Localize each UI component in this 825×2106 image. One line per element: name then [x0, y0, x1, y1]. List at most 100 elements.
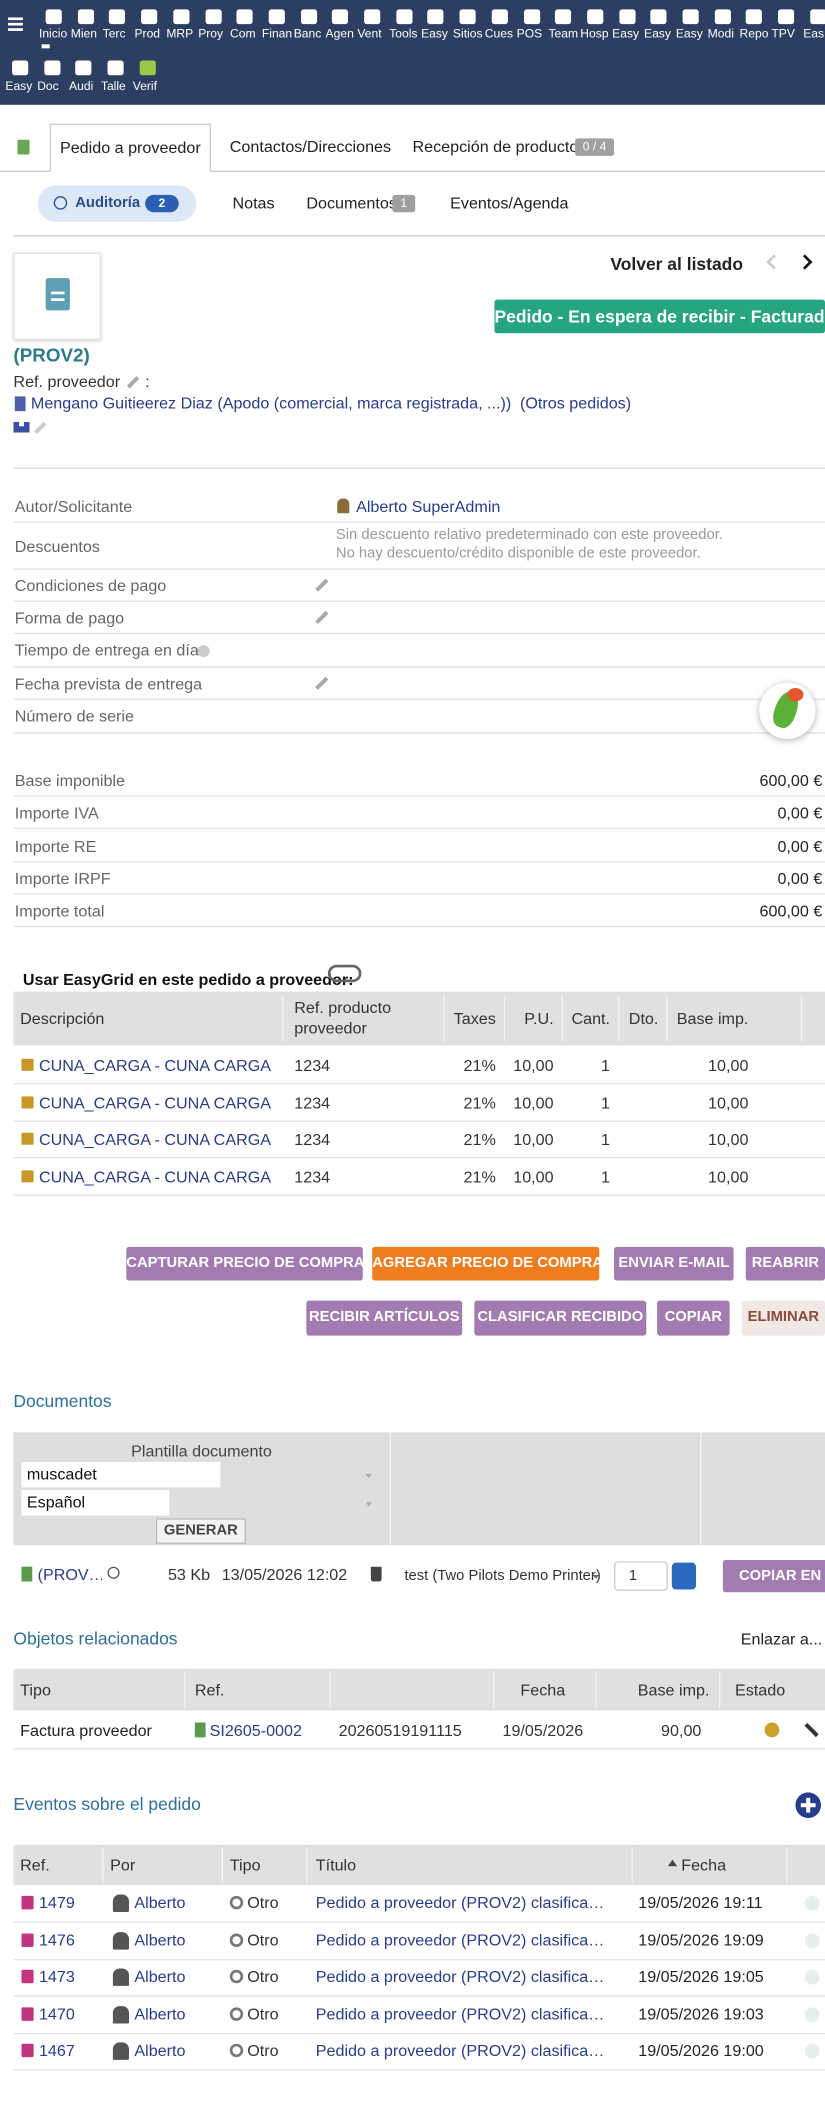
back-link[interactable]: Volver al listado — [610, 253, 744, 275]
menu-item[interactable]: Easy — [5, 79, 33, 93]
event-by[interactable]: Alberto — [134, 1967, 186, 1986]
col-header: Ref. — [194, 1680, 225, 1700]
file-name[interactable]: (PROV… — [37, 1565, 103, 1585]
tab[interactable]: Pedido a proveedor — [49, 123, 211, 172]
menu-item[interactable]: Talle — [100, 79, 126, 93]
menu-item[interactable]: Modi — [707, 26, 734, 41]
event-by[interactable]: Alberto — [134, 1893, 186, 1913]
language-select[interactable]: Español — [21, 1490, 170, 1516]
event-ref[interactable]: 1470 — [38, 2004, 75, 2023]
menu-item[interactable]: Vent — [357, 26, 382, 41]
menu-item[interactable]: Audi — [69, 79, 94, 93]
action-button[interactable]: REABRIR — [745, 1246, 825, 1281]
line-desc[interactable]: CUNA_CARGA - CUNA CARGA — [38, 1166, 272, 1186]
preview-icon[interactable] — [107, 1566, 120, 1579]
menu-item[interactable]: Com — [230, 26, 256, 41]
total-value: 0,00 € — [777, 803, 823, 823]
copies-input[interactable]: 1 — [614, 1561, 668, 1591]
total-value: 600,00 € — [759, 901, 823, 921]
notes-tab[interactable]: Notas — [232, 193, 275, 213]
event-ref[interactable]: 1479 — [38, 1893, 75, 1913]
menu-item[interactable]: Banc — [293, 26, 322, 41]
menu-item[interactable]: Easy — [644, 26, 671, 41]
event-by[interactable]: Alberto — [134, 1930, 186, 1949]
documents-tab[interactable]: Documentos — [306, 193, 397, 213]
menu-item[interactable]: Easy — [675, 26, 703, 41]
menu-item[interactable]: Tools — [389, 26, 418, 41]
menu-item[interactable]: Sitios — [452, 26, 483, 41]
menu-item[interactable]: Repo — [739, 26, 769, 41]
menu-item[interactable]: Agen — [325, 26, 354, 41]
menu-item[interactable]: MRP — [166, 26, 194, 41]
event-ref[interactable]: 1473 — [38, 1967, 75, 1986]
template-select[interactable]: muscadet — [21, 1461, 221, 1488]
menu-item[interactable]: POS — [516, 26, 543, 41]
copy-button[interactable]: COPIAR EN — [722, 1559, 825, 1593]
easygrid-toggle[interactable] — [327, 964, 362, 983]
calendar-icon — [21, 1932, 34, 1947]
menu-item[interactable]: Doc — [37, 79, 59, 93]
action-button[interactable]: ELIMINAR — [741, 1300, 825, 1336]
menu-item[interactable]: TPV — [771, 26, 795, 41]
row-line — [13, 795, 825, 797]
generate-button[interactable]: GENERAR — [155, 1518, 246, 1544]
event-title[interactable]: Pedido a proveedor (PROV2) clasifica… — [315, 2041, 605, 2060]
menu-item[interactable]: Team — [548, 26, 579, 41]
action-button[interactable]: CAPTURAR PRECIO DE COMPRA — [126, 1246, 364, 1281]
col-divider — [184, 1671, 186, 1708]
event-by[interactable]: Alberto — [134, 2004, 186, 2023]
tab[interactable]: Contactos/Direcciones — [229, 137, 392, 156]
event-title[interactable]: Pedido a proveedor (PROV2) clasifica… — [315, 1967, 605, 1986]
status-badge: Pedido - En espera de recibir - Facturad… — [494, 299, 825, 334]
action-button[interactable]: CLASIFICAR RECIBIDO — [474, 1300, 647, 1336]
action-button[interactable]: RECIBIR ARTÍCULOS — [306, 1300, 463, 1336]
action-button[interactable]: ENVIAR E-MAIL — [614, 1246, 734, 1281]
col-header: Taxes — [453, 1009, 496, 1028]
gear-icon — [229, 1969, 244, 1984]
next-arrow[interactable] — [797, 254, 813, 270]
related-type: Factura proveedor — [20, 1721, 152, 1741]
section-title: Eventos sobre el pedido — [13, 1793, 201, 1814]
print-button[interactable] — [671, 1562, 697, 1590]
event-by[interactable]: Alberto — [134, 2041, 186, 2060]
menu-item[interactable]: Terc — [102, 26, 126, 41]
line-desc[interactable]: CUNA_CARGA - CUNA CARGA — [38, 1130, 272, 1149]
action-button[interactable]: COPIAR — [657, 1300, 730, 1336]
menu-item-icon — [650, 9, 667, 25]
field-label: Forma de pago — [14, 608, 125, 628]
field-label: Condiciones de pago — [14, 576, 167, 596]
events-tab[interactable]: Eventos/Agenda — [450, 193, 569, 213]
menu-item[interactable]: Proy — [198, 26, 224, 41]
other-orders[interactable]: (Otros pedidos) — [519, 393, 632, 413]
menu-item[interactable]: Easy — [421, 26, 448, 41]
event-title[interactable]: Pedido a proveedor (PROV2) clasifica… — [315, 2004, 605, 2023]
action-button[interactable]: AGREGAR PRECIO DE COMPRA — [372, 1246, 603, 1281]
line-desc[interactable]: CUNA_CARGA - CUNA CARGA — [38, 1056, 272, 1075]
field-value[interactable]: Alberto SuperAdmin — [356, 497, 501, 516]
menu-item[interactable]: Hosp — [580, 26, 609, 41]
menu-item[interactable]: Cues — [484, 26, 514, 41]
menu-item[interactable]: Inicio — [38, 26, 68, 41]
printer-select[interactable]: test (Two Pilots Demo Printer) — [404, 1568, 601, 1585]
gear-icon — [229, 1895, 244, 1910]
event-title[interactable]: Pedido a proveedor (PROV2) clasifica… — [315, 1930, 605, 1949]
prev-arrow[interactable] — [766, 254, 782, 270]
menu-item[interactable]: Mien — [70, 26, 98, 41]
menu-item[interactable]: Prod — [134, 26, 161, 41]
menu-item[interactable]: Easy — [612, 26, 640, 41]
menu-item[interactable]: Eas — [803, 26, 825, 41]
related-amount: 90,00 — [661, 1721, 702, 1741]
event-ref[interactable]: 1476 — [38, 1930, 75, 1949]
related-ref[interactable]: SI2605-0002 — [209, 1721, 302, 1741]
event-title[interactable]: Pedido a proveedor (PROV2) clasifica… — [315, 1893, 605, 1913]
menu-item-icon — [141, 9, 158, 25]
tab[interactable]: Recepción de productos — [412, 137, 587, 156]
line-desc[interactable]: CUNA_CARGA - CUNA CARGA — [38, 1093, 272, 1112]
event-ref[interactable]: 1467 — [38, 2041, 75, 2060]
menu-item[interactable]: Finan — [261, 26, 293, 41]
supplier[interactable]: Mengano Guitieerez Diaz (Apodo (comercia… — [30, 393, 512, 413]
menu-item[interactable]: Verif — [132, 79, 157, 93]
object-icon — [17, 139, 30, 155]
audit-tab[interactable]: Auditoría — [75, 194, 141, 211]
link-to[interactable]: Enlazar a... — [740, 1629, 823, 1649]
